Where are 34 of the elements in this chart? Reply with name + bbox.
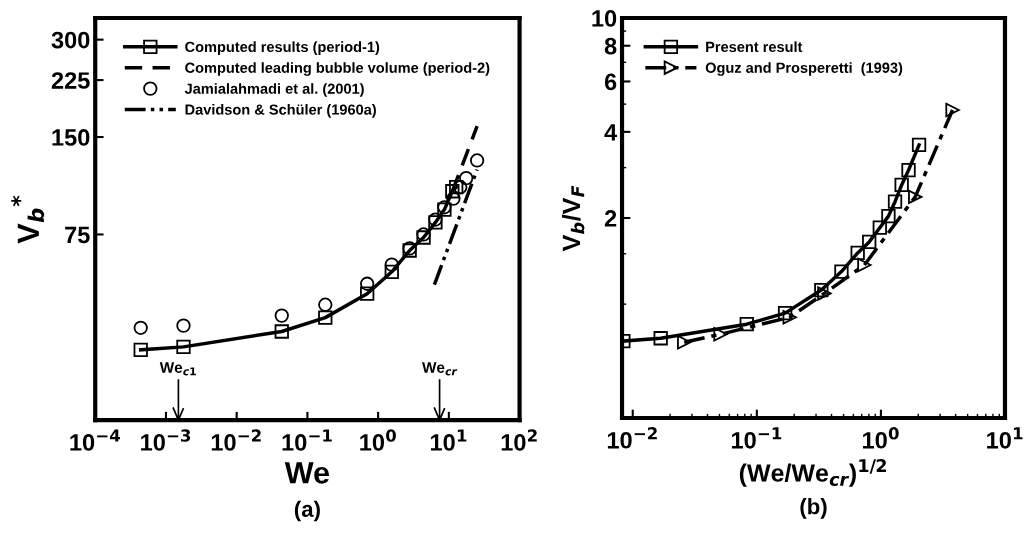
ref-line-label: We$_{c1}$ [159, 362, 196, 376]
x-axis-title: (We/We$_{cr}$)$^{1/2}$ [739, 459, 886, 487]
y-tick-label: 300 [51, 31, 90, 49]
x-tick-label: 10$^{1}$ [987, 427, 1023, 449]
text: (a) [294, 500, 320, 522]
x-tick-label: 10$^{1}$ [430, 429, 467, 451]
legend-label: Jamialahmadi et al. (2001) [184, 83, 364, 97]
legend-label: Oguz and Prosperetti (1993) [705, 62, 903, 76]
text: (b) [800, 498, 827, 519]
legend-label: Present result [706, 41, 803, 53]
x-tick-label: 10$^{−3}$ [141, 429, 191, 451]
x-tick-label: 10$^{−4}$ [70, 429, 120, 451]
y-tick-label: 4 [604, 124, 618, 141]
x-tick-label: 10$^{−2}$ [607, 427, 657, 449]
y-tick-label: 8 [604, 37, 617, 55]
x-tick-label: 10$^{−1}$ [282, 429, 332, 451]
y-tick-label: 2 [604, 210, 617, 227]
x-tick-label: 10$^{−1}$ [731, 427, 782, 449]
x-axis-title: We [284, 462, 329, 484]
x-tick-label: 10$^{0}$ [863, 427, 899, 449]
y-tick-label: 225 [51, 72, 90, 89]
y-tick-label: 150 [52, 129, 90, 146]
ref-line-label: We$_{cr}$ [422, 362, 458, 376]
y-axis-title: V$_{b}$$^{*}$ [11, 195, 45, 244]
legend-label: Computed results (period-1) [185, 41, 380, 55]
y-tick-label: 10 [592, 10, 617, 27]
x-tick-label: 10$^{−2}$ [211, 429, 261, 451]
y-tick-label: 75 [65, 226, 90, 244]
y-tick-label: 6 [604, 73, 617, 91]
x-tick-label: 10$^{0}$ [360, 429, 396, 451]
x-tick-label: 10$^{2}$ [501, 429, 537, 451]
legend-label: Computed leading bubble volume (period-2) [185, 62, 490, 76]
legend-label: Davidson & Schüler (1960a) [185, 104, 376, 118]
y-axis-title: V$_{b}$/V$_{F}$ [561, 185, 585, 252]
